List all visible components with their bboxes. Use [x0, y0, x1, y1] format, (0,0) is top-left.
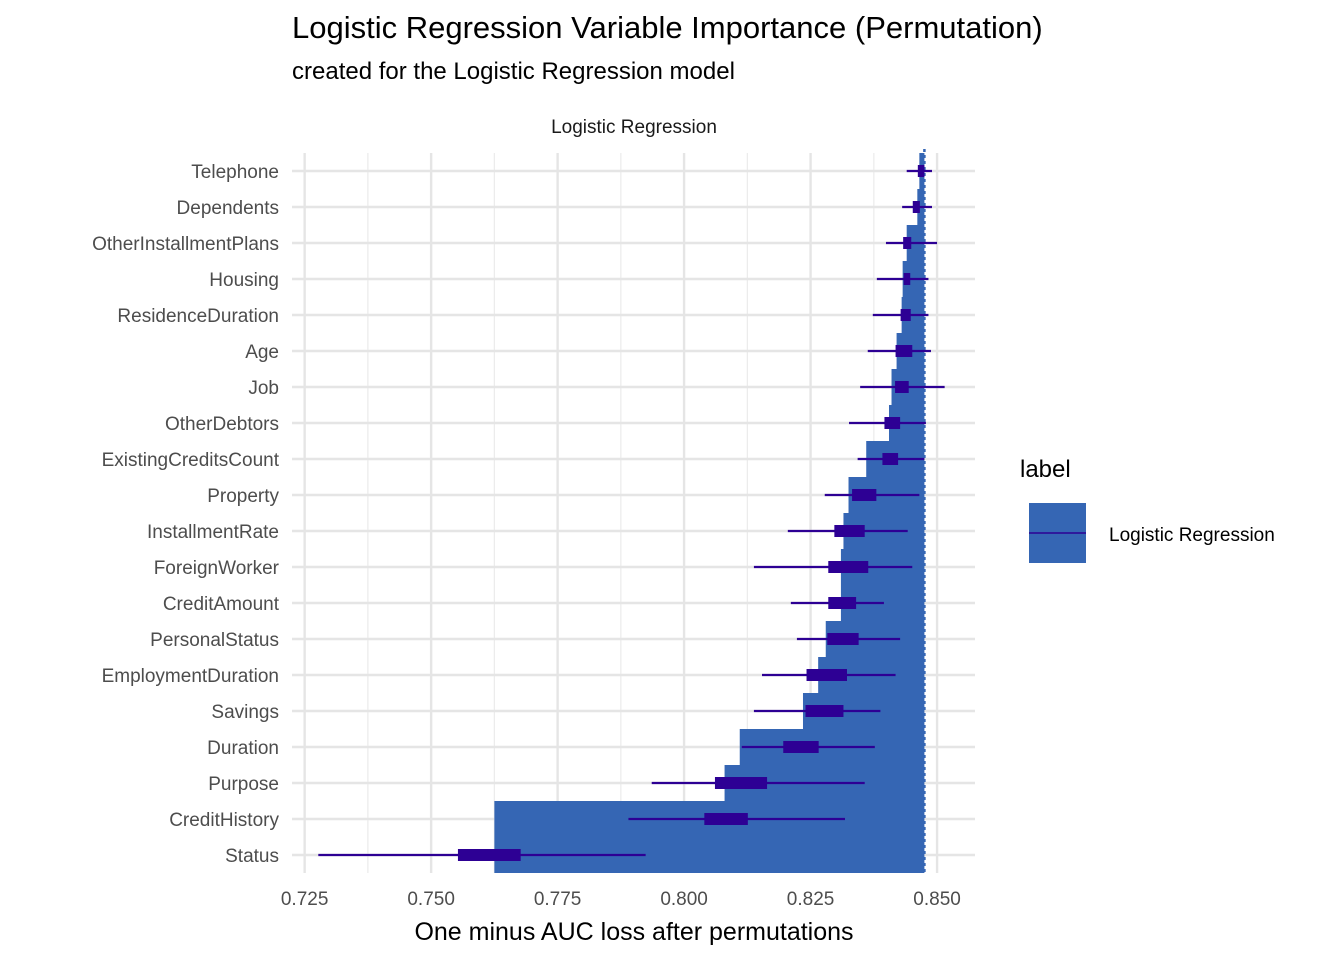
x-axis-title: One minus AUC loss after permutations: [414, 918, 853, 946]
interval-box: [895, 381, 909, 393]
interval-box: [852, 489, 877, 501]
y-axis-labels: Telephone Dependents OtherInstallmentPlans…: [92, 162, 280, 867]
interval-box: [828, 597, 857, 609]
y-tick-label: Status: [225, 846, 279, 867]
y-tick-label: Telephone: [191, 162, 279, 183]
y-tick-label: OtherDebtors: [165, 414, 279, 435]
permutation-intervals: [318, 165, 945, 861]
interval-box: [828, 561, 869, 573]
interval-box: [457, 849, 521, 861]
interval-box: [805, 705, 844, 717]
legend-entry-label: Logistic Regression: [1109, 525, 1275, 546]
interval-box: [895, 345, 913, 357]
y-tick-label: Savings: [211, 702, 279, 723]
x-tick-label: 0.750: [407, 889, 455, 910]
interval-box: [903, 273, 911, 285]
interval-box: [704, 813, 748, 825]
x-axis-labels: 0.725 0.750 0.775 0.800 0.825 0.850: [281, 889, 961, 910]
y-tick-label: ExistingCreditsCount: [102, 450, 280, 471]
y-tick-label: ResidenceDuration: [117, 306, 279, 327]
y-tick-label: PersonalStatus: [150, 630, 279, 651]
y-tick-label: EmploymentDuration: [102, 666, 279, 687]
legend-title: label: [1020, 456, 1071, 483]
x-tick-label: 0.800: [660, 889, 708, 910]
interval-box: [827, 633, 859, 645]
y-tick-label: Dependents: [177, 198, 279, 219]
interval-box: [917, 165, 925, 177]
facet-strip-label: Logistic Regression: [551, 117, 717, 138]
x-tick-label: 0.725: [281, 889, 329, 910]
interval-box: [714, 777, 768, 789]
x-tick-label: 0.825: [787, 889, 835, 910]
y-tick-label: CreditHistory: [169, 810, 279, 831]
interval-box: [783, 741, 819, 753]
x-tick-label: 0.850: [913, 889, 961, 910]
importance-bars: [494, 149, 926, 873]
interval-box: [900, 309, 911, 321]
y-tick-label: Property: [207, 486, 279, 507]
y-tick-label: Job: [248, 378, 279, 399]
chart-subtitle: created for the Logistic Regression mode…: [292, 58, 735, 85]
y-tick-label: CreditAmount: [163, 594, 280, 615]
interval-box: [882, 453, 899, 465]
interval-box: [806, 669, 848, 681]
y-tick-label: Duration: [207, 738, 279, 759]
interval-box: [834, 525, 865, 537]
legend: label Logistic Regression: [1020, 456, 1275, 563]
y-tick-label: Age: [245, 342, 279, 363]
y-tick-label: Purpose: [208, 774, 279, 795]
chart-title: Logistic Regression Variable Importance …: [292, 10, 1043, 45]
y-tick-label: InstallmentRate: [147, 522, 279, 543]
y-tick-label: ForeignWorker: [154, 558, 280, 579]
y-tick-label: Housing: [209, 270, 279, 291]
x-tick-label: 0.775: [534, 889, 582, 910]
interval-box: [903, 237, 912, 249]
y-tick-label: OtherInstallmentPlans: [92, 234, 279, 255]
interval-box: [912, 201, 920, 213]
interval-box: [884, 417, 901, 429]
